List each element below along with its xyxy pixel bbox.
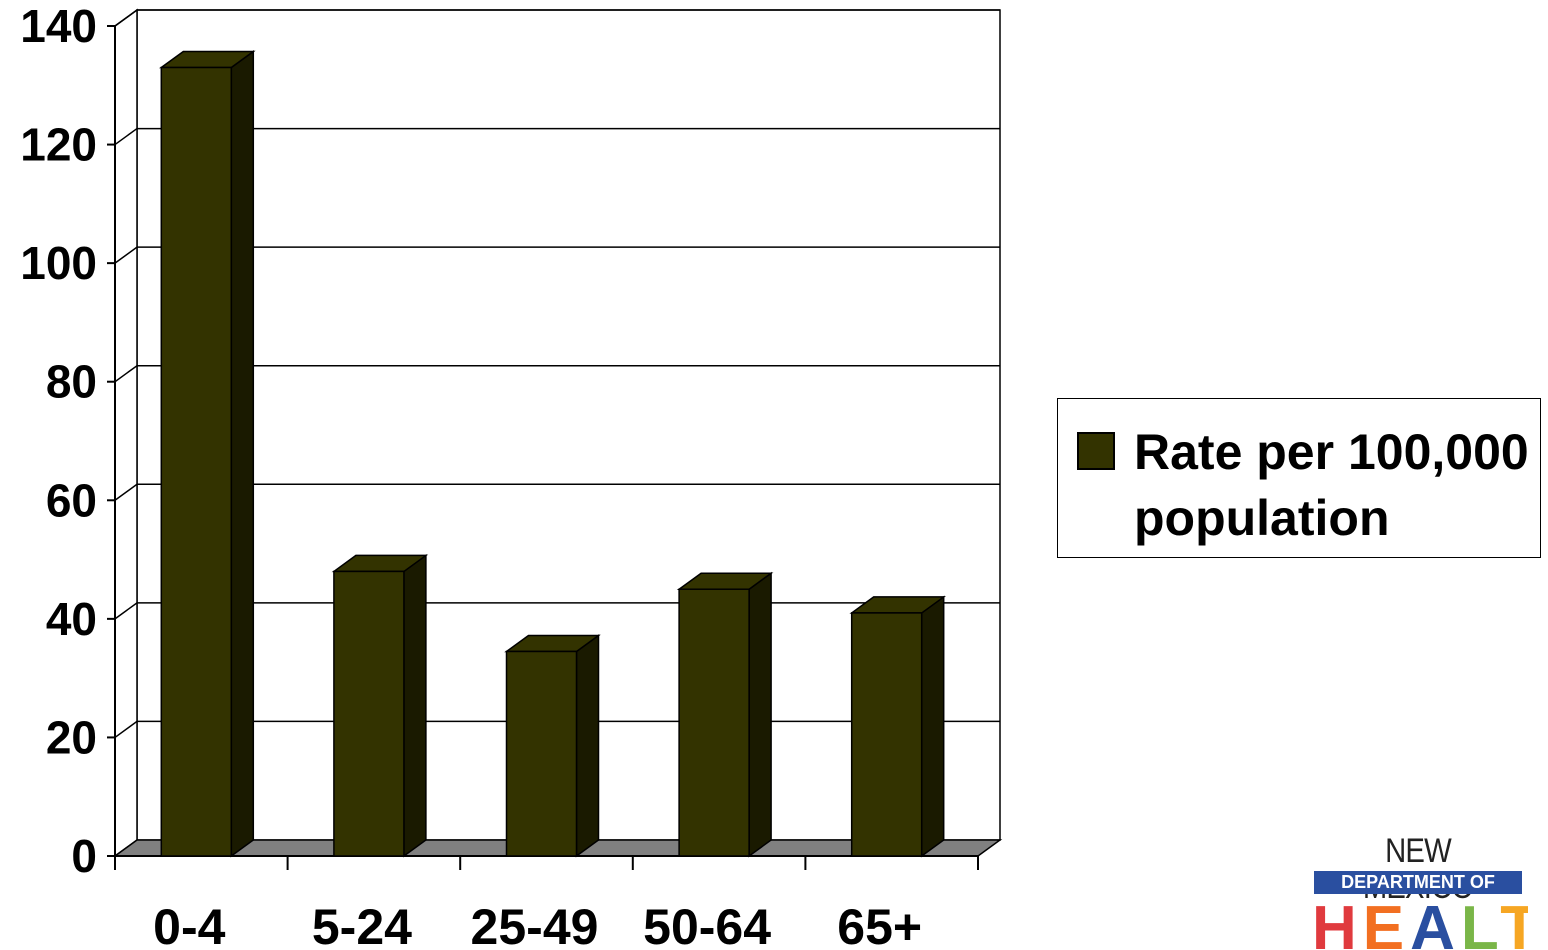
y-tick-label: 120 — [20, 119, 97, 171]
bar-side — [230, 50, 255, 858]
bar-side — [748, 571, 772, 858]
logo-letter: A — [1410, 894, 1461, 950]
bar-side — [920, 595, 945, 858]
bar-side — [575, 633, 600, 858]
x-category-label: 50-64 — [643, 899, 771, 950]
gridline — [114, 9, 1000, 27]
bar-front — [505, 650, 578, 857]
bar — [158, 50, 256, 858]
bar — [504, 633, 601, 858]
legend: Rate per 100,000 population — [1057, 398, 1541, 558]
y-tick-label: 100 — [20, 237, 97, 289]
y-tick-label: 20 — [46, 711, 97, 763]
gridlines — [114, 9, 1000, 739]
gridline — [114, 364, 1000, 383]
y-tick-label: 60 — [46, 474, 97, 526]
gridline — [114, 127, 1000, 146]
y-tick-label: 40 — [46, 593, 97, 645]
legend-swatch — [1077, 432, 1115, 470]
logo-letter: L — [1460, 894, 1501, 950]
logo-letter: E — [1362, 894, 1411, 950]
x-category-label: 65+ — [837, 899, 922, 950]
bars — [158, 50, 947, 858]
y-tick-label: 80 — [46, 356, 97, 408]
bar-front — [850, 612, 923, 857]
bar-front — [678, 588, 750, 857]
bar — [676, 571, 774, 858]
logo-letter: T — [1500, 894, 1528, 950]
bar-front — [160, 66, 233, 857]
y-tick-label: 140 — [20, 0, 97, 52]
legend-label: Rate per 100,000 population — [1134, 424, 1529, 546]
bar — [849, 595, 947, 858]
logo-letter: H — [1312, 894, 1363, 950]
gridline — [114, 483, 1000, 501]
x-category-label: 5-24 — [312, 899, 412, 950]
bar-side — [403, 553, 427, 858]
logo-health-word: HEALTH — [1312, 898, 1528, 950]
bar-front — [333, 570, 405, 857]
bar — [331, 553, 429, 858]
x-category-label: 0-4 — [153, 899, 225, 950]
nm-health-logo: NEW MEXICO DEPARTMENT OF HEALTH — [1308, 833, 1528, 950]
gridline — [114, 246, 1000, 264]
logo-department: DEPARTMENT OF — [1314, 871, 1522, 894]
x-tick-labels: 0-4 5-24 25-49 50-64 65+ — [153, 899, 922, 950]
x-category-label: 25-49 — [471, 899, 599, 950]
y-tick-labels: 0 20 40 60 80 100 120 140 — [20, 0, 97, 882]
y-tick-label: 0 — [71, 830, 97, 882]
